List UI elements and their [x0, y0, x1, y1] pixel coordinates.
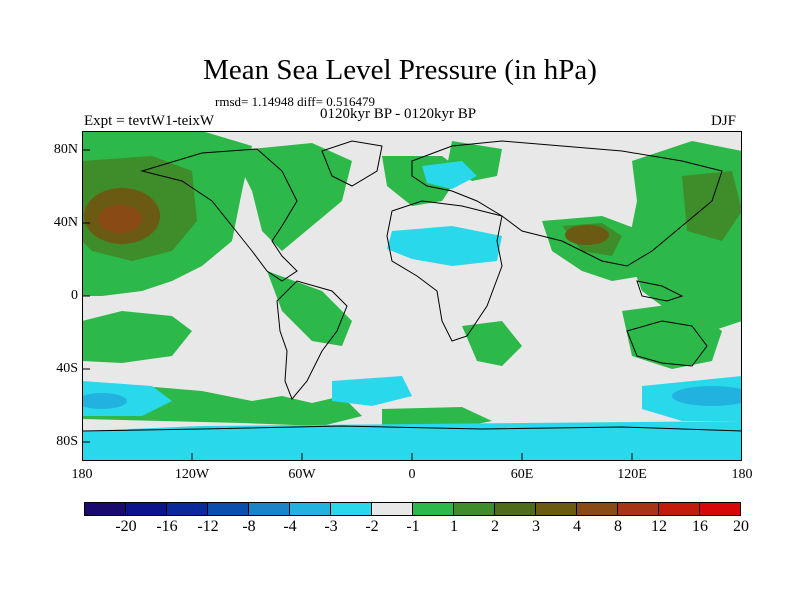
negative-2-3-regions — [82, 386, 742, 409]
y-tick-label: 80S — [56, 434, 78, 449]
colorbar-swatch — [453, 502, 495, 516]
colorbar-swatch — [494, 502, 536, 516]
colorbar-label: -20 — [115, 518, 137, 535]
colorbar-swatch — [125, 502, 167, 516]
colorbar-label: 16 — [692, 518, 708, 535]
x-tick-label: 120E — [617, 467, 647, 482]
positive-4-8-regions — [98, 205, 142, 233]
stats-text: rmsd= 1.14948 diff= 0.516479 — [215, 94, 375, 109]
colorbar-swatch — [658, 502, 700, 516]
map-title: Mean Sea Level Pressure (in hPa) — [203, 54, 597, 86]
x-tick-label: 60E — [510, 467, 534, 482]
colorbar-swatch — [207, 502, 249, 516]
colorbar-label: -2 — [365, 518, 379, 535]
x-tick-label: 180 — [731, 467, 753, 482]
colorbar-label: 3 — [532, 518, 540, 535]
y-tick-label: 40S — [56, 361, 78, 376]
colorbar-swatch — [576, 502, 618, 516]
colorbar-swatch — [412, 502, 454, 516]
colorbar-label: 8 — [614, 518, 622, 535]
colorbar-label: -3 — [324, 518, 338, 535]
y-tick-label: 40N — [53, 215, 78, 230]
colorbar-label: -16 — [156, 518, 178, 535]
colorbar-swatch — [535, 502, 577, 516]
colorbar-swatch — [248, 502, 290, 516]
colorbar-swatch — [371, 502, 413, 516]
colorbar-swatch — [166, 502, 208, 516]
x-tick-label: 60W — [288, 467, 316, 482]
y-tick-marks — [82, 149, 90, 443]
x-tick-marks — [82, 453, 742, 461]
colorbar — [84, 502, 741, 516]
experiment-label: Expt = tevtW1-teixW — [84, 113, 215, 129]
colorbar-swatch — [330, 502, 372, 516]
colorbar-swatch — [289, 502, 331, 516]
colorbar-label: -12 — [197, 518, 219, 535]
colorbar-swatch — [699, 502, 741, 516]
colorbar-swatch — [617, 502, 659, 516]
period-subtitle: 0120kyr BP - 0120kyr BP — [320, 106, 477, 122]
colorbar-swatch — [84, 502, 126, 516]
pressure-map — [82, 131, 742, 461]
season-label: DJF — [711, 113, 737, 129]
colorbar-label: 1 — [450, 518, 458, 535]
colorbar-label: 20 — [733, 518, 749, 535]
x-tick-label: 0 — [408, 467, 416, 482]
colorbar-label: 12 — [651, 518, 667, 535]
coastlines — [82, 140, 742, 432]
colorbar-label: -1 — [406, 518, 420, 535]
y-tick-label: 80N — [53, 142, 78, 157]
colorbar-label: -4 — [283, 518, 297, 535]
colorbar-label: -8 — [242, 518, 256, 535]
x-tick-label: 120W — [174, 467, 210, 482]
y-tick-label: 0 — [71, 288, 78, 303]
colorbar-label: 4 — [573, 518, 581, 535]
colorbar-label: 2 — [491, 518, 499, 535]
x-tick-label: 180 — [71, 467, 93, 482]
